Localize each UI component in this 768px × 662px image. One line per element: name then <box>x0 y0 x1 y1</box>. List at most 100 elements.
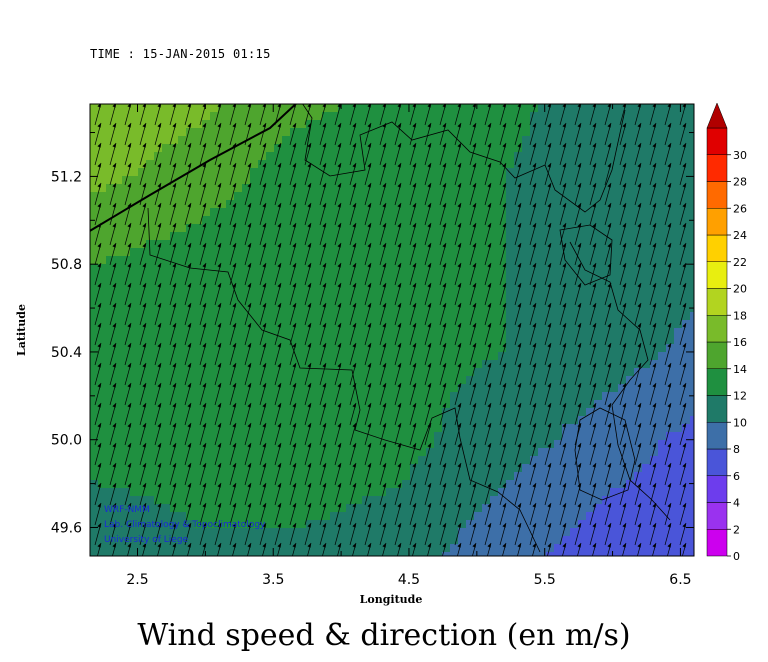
field-cell <box>450 288 459 297</box>
field-cell <box>178 408 187 417</box>
field-cell <box>410 448 419 457</box>
field-cell <box>450 168 459 177</box>
field-cell <box>674 272 683 281</box>
field-cell <box>658 392 667 401</box>
field-cell <box>90 160 99 169</box>
field-cell <box>402 152 411 161</box>
field-cell <box>194 328 203 337</box>
field-cell <box>298 360 307 369</box>
field-cell <box>354 384 363 393</box>
field-cell <box>618 552 627 556</box>
field-cell <box>282 280 291 289</box>
field-cell <box>170 552 179 556</box>
field-cell <box>114 488 123 497</box>
field-cell <box>298 152 307 161</box>
field-cell <box>426 312 435 321</box>
field-cell <box>442 144 451 153</box>
field-cell <box>338 312 347 321</box>
field-cell <box>194 496 203 505</box>
field-cell <box>650 256 659 265</box>
field-cell <box>538 216 547 225</box>
field-cell <box>146 304 155 313</box>
field-cell <box>242 192 251 201</box>
field-cell <box>178 128 187 137</box>
field-cell <box>266 200 275 209</box>
wind-arrow-head <box>622 243 626 248</box>
field-cell <box>594 288 603 297</box>
field-cell <box>226 544 235 553</box>
wind-arrow-head <box>292 104 296 108</box>
field-cell <box>658 440 667 449</box>
field-cell <box>234 424 243 433</box>
field-cell <box>458 464 467 473</box>
field-cell <box>682 544 691 553</box>
field-cell <box>426 328 435 337</box>
field-cell <box>458 240 467 249</box>
field-cell <box>306 464 315 473</box>
field-cell <box>666 536 675 545</box>
field-cell <box>578 328 587 337</box>
field-cell <box>274 536 283 545</box>
field-cell <box>682 208 691 217</box>
field-cell <box>650 528 659 537</box>
field-cell <box>682 408 691 417</box>
field-cell <box>634 192 643 201</box>
wind-arrow-head <box>487 223 491 228</box>
field-cell <box>226 336 235 345</box>
field-cell <box>442 344 451 353</box>
field-cell <box>346 224 355 233</box>
field-cell <box>474 328 483 337</box>
field-cell <box>666 464 675 473</box>
field-cell <box>306 112 315 121</box>
field-cell <box>658 256 667 265</box>
field-cell <box>618 240 627 249</box>
field-cell <box>314 440 323 449</box>
field-cell <box>178 376 187 385</box>
field-cell <box>562 152 571 161</box>
wind-arrow-head <box>367 223 371 228</box>
field-cell <box>362 248 371 257</box>
field-cell <box>522 384 531 393</box>
field-cell <box>634 520 643 529</box>
field-cell <box>98 288 107 297</box>
wind-arrow-head <box>547 243 551 248</box>
wind-arrow-head <box>247 203 251 208</box>
field-cell <box>170 408 179 417</box>
field-cell <box>554 280 563 289</box>
field-cell <box>250 200 259 209</box>
field-cell <box>354 424 363 433</box>
field-cell <box>314 504 323 513</box>
field-cell <box>690 208 694 217</box>
field-cell <box>290 368 299 377</box>
field-cell <box>114 400 123 409</box>
field-cell <box>90 488 99 497</box>
field-cell <box>98 480 107 489</box>
field-cell <box>410 192 419 201</box>
field-cell <box>594 400 603 409</box>
field-cell <box>594 424 603 433</box>
field-cell <box>666 216 675 225</box>
field-cell <box>234 232 243 241</box>
field-cell <box>386 288 395 297</box>
field-cell <box>506 544 515 553</box>
wind-arrow-head <box>562 104 566 108</box>
field-cell <box>546 352 555 361</box>
field-cell <box>634 264 643 273</box>
field-cell <box>242 248 251 257</box>
field-cell <box>610 448 619 457</box>
field-cell <box>194 320 203 329</box>
field-cell <box>618 176 627 185</box>
field-cell <box>538 352 547 361</box>
field-cell <box>138 208 147 217</box>
field-cell <box>658 536 667 545</box>
field-cell <box>554 200 563 209</box>
field-cell <box>474 168 483 177</box>
field-cell <box>354 344 363 353</box>
field-cell <box>434 216 443 225</box>
wind-arrow-head <box>187 143 191 148</box>
field-cell <box>138 104 147 113</box>
field-cell <box>210 536 219 545</box>
field-cell <box>330 208 339 217</box>
field-cell <box>490 272 499 281</box>
field-cell <box>146 360 155 369</box>
